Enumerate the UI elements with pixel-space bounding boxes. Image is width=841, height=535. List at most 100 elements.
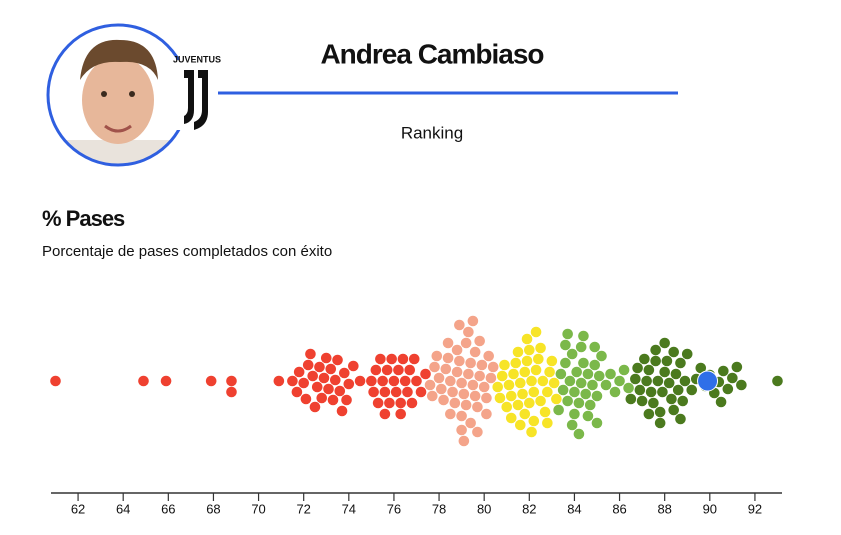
dot bbox=[551, 393, 562, 405]
dot bbox=[542, 386, 553, 398]
dot bbox=[569, 386, 580, 398]
dot bbox=[566, 419, 578, 431]
dot bbox=[334, 385, 346, 397]
dot bbox=[544, 366, 555, 378]
dot bbox=[553, 404, 564, 416]
dot bbox=[305, 348, 316, 360]
dot bbox=[654, 417, 666, 429]
dot bbox=[481, 392, 492, 404]
dot bbox=[433, 372, 445, 384]
dot bbox=[528, 386, 540, 398]
dot bbox=[390, 386, 402, 398]
dot bbox=[406, 397, 418, 409]
dot bbox=[569, 408, 580, 420]
x-tick-label: 92 bbox=[748, 501, 762, 516]
dot bbox=[535, 395, 546, 407]
dot bbox=[521, 355, 533, 367]
dot bbox=[408, 353, 420, 365]
dot bbox=[496, 370, 508, 382]
dot bbox=[663, 377, 675, 389]
dot bbox=[584, 399, 596, 411]
dot bbox=[440, 363, 452, 375]
dot bbox=[528, 415, 540, 427]
dot bbox=[50, 375, 61, 387]
dot bbox=[575, 377, 587, 389]
dot bbox=[320, 352, 332, 364]
dot bbox=[442, 352, 454, 364]
dot bbox=[474, 370, 485, 382]
dot bbox=[589, 341, 601, 353]
dot bbox=[424, 379, 436, 391]
dot bbox=[666, 393, 677, 405]
dot bbox=[332, 354, 343, 366]
dot bbox=[467, 379, 479, 391]
dot bbox=[731, 361, 743, 373]
dot bbox=[645, 386, 657, 398]
dot bbox=[395, 397, 407, 409]
dot bbox=[460, 337, 472, 349]
dot bbox=[445, 408, 456, 420]
dot bbox=[415, 386, 427, 398]
x-tick-label: 66 bbox=[161, 501, 175, 516]
dot bbox=[587, 379, 598, 391]
dot bbox=[695, 362, 707, 374]
x-tick-label: 84 bbox=[567, 501, 581, 516]
dot bbox=[596, 350, 607, 362]
dot bbox=[772, 375, 783, 387]
dot bbox=[429, 361, 440, 373]
dot bbox=[368, 386, 379, 398]
dot bbox=[311, 381, 323, 393]
dot bbox=[605, 368, 616, 380]
dot bbox=[654, 406, 666, 418]
dot bbox=[575, 341, 587, 353]
dot bbox=[718, 365, 729, 377]
dot bbox=[636, 395, 648, 407]
dot bbox=[560, 357, 571, 369]
dot bbox=[463, 326, 474, 338]
dot bbox=[460, 399, 472, 411]
dot bbox=[641, 375, 652, 387]
dot bbox=[533, 353, 544, 365]
dot bbox=[375, 353, 386, 365]
dot bbox=[472, 401, 483, 413]
x-tick-label: 64 bbox=[116, 501, 130, 516]
dot bbox=[377, 375, 388, 387]
dot bbox=[512, 399, 524, 411]
dot bbox=[643, 408, 655, 420]
dot bbox=[614, 375, 625, 387]
dot bbox=[519, 408, 531, 420]
chart-title: % Pases bbox=[42, 206, 125, 231]
chart-subtitle: Porcentaje de pases completados con éxit… bbox=[42, 243, 332, 260]
x-tick-label: 68 bbox=[206, 501, 220, 516]
dot bbox=[481, 408, 492, 420]
dot bbox=[287, 375, 298, 387]
dot bbox=[537, 375, 549, 387]
dot bbox=[456, 410, 467, 422]
dot bbox=[492, 381, 504, 393]
logo-text: JUVENTUS bbox=[173, 54, 221, 64]
dot bbox=[404, 364, 416, 376]
dot bbox=[555, 368, 567, 380]
dot bbox=[379, 386, 391, 398]
x-tick-label: 82 bbox=[522, 501, 536, 516]
dot bbox=[293, 366, 305, 378]
player-name: Andrea Cambiaso bbox=[320, 38, 544, 69]
dot bbox=[639, 353, 650, 365]
dot bbox=[562, 328, 573, 340]
dot bbox=[381, 364, 393, 376]
dot bbox=[469, 390, 481, 402]
dot bbox=[483, 350, 494, 362]
dot bbox=[472, 426, 483, 438]
dot bbox=[300, 393, 312, 405]
dot bbox=[226, 386, 237, 398]
dot bbox=[650, 344, 661, 356]
x-tick-label: 88 bbox=[657, 501, 671, 516]
dot bbox=[505, 390, 517, 402]
dot bbox=[659, 366, 670, 378]
dot bbox=[395, 408, 407, 420]
dot bbox=[652, 375, 664, 387]
dot bbox=[600, 379, 612, 391]
dot bbox=[343, 378, 355, 390]
dot bbox=[609, 386, 621, 398]
dot bbox=[618, 364, 630, 376]
